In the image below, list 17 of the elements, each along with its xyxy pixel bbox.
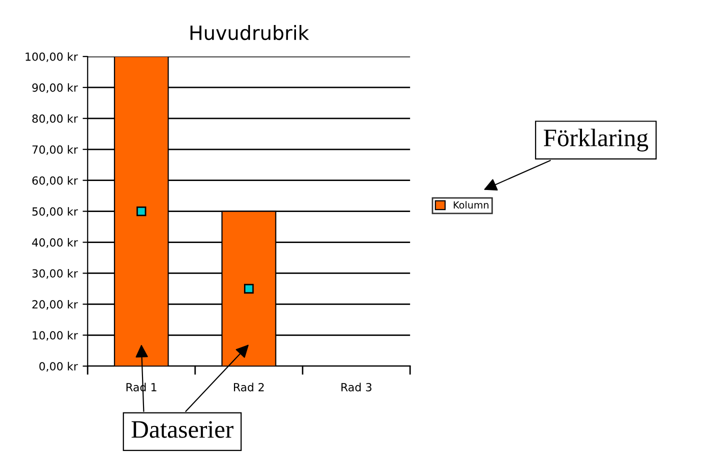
y-tick-label: 20,00 kr <box>32 300 78 310</box>
x-tick-label: Rad 3 <box>341 382 372 392</box>
y-tick-label: 90,00 kr <box>32 83 78 93</box>
y-tick-label: 70,00 kr <box>32 145 78 155</box>
y-tick-label: 10,00 kr <box>32 330 78 341</box>
x-tick-label: Rad 2 <box>234 382 264 392</box>
text: Förklaring <box>544 128 648 152</box>
legend-label: Kolumn <box>454 201 488 209</box>
text: Dataserier <box>132 421 234 438</box>
y-tick-label: 40,00 kr <box>32 238 78 248</box>
chart-title: Huvudrubrik <box>190 25 310 40</box>
y-tick-label: 50,00 kr <box>32 207 78 217</box>
y-tick-label: 0,00 kr <box>39 362 78 372</box>
y-tick-label: 60,00 kr <box>32 176 78 186</box>
y-tick-label: 80,00 kr <box>32 114 78 124</box>
y-tick-label: 30,00 kr <box>32 269 78 279</box>
y-tick-label: 100,00 kr <box>26 52 78 62</box>
